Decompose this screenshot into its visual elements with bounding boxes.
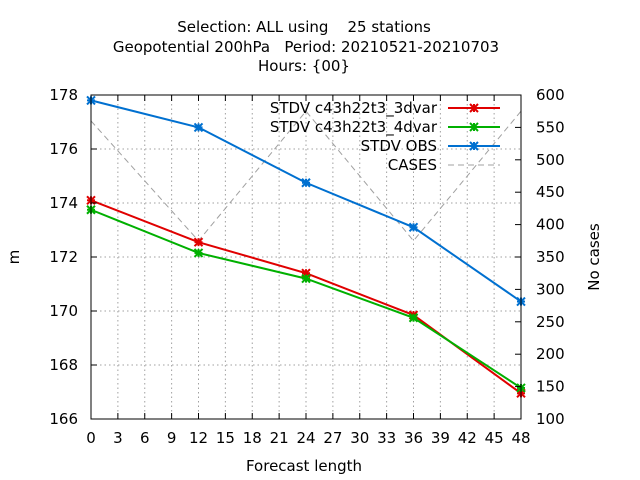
x-tick-label: 12 — [189, 429, 208, 447]
x-tick-label: 24 — [296, 429, 315, 447]
chart-title-line-3: Hours: {00} — [258, 57, 350, 75]
y-tick-label: 178 — [49, 86, 78, 104]
x-tick-label: 3 — [113, 429, 123, 447]
x-tick-label: 33 — [377, 429, 396, 447]
chart-title-line-1: Selection: ALL using 25 stations — [177, 18, 431, 36]
data-point-stdv-obs — [301, 178, 311, 188]
y-tick-label: 176 — [49, 140, 78, 158]
y-tick-label: 170 — [49, 302, 78, 320]
x-axis-label: Forecast length — [246, 457, 362, 475]
x-tick-label: 48 — [511, 429, 530, 447]
data-point-stdv-c43h22t3-4dvar — [408, 313, 419, 323]
series-line-cases — [90, 110, 522, 242]
x-tick-label: 18 — [243, 429, 262, 447]
cases-layer — [90, 110, 522, 242]
legend-label-stdv-c43h22t3-3dvar: STDV c43h22t3_3dvar — [270, 99, 438, 118]
legend-label-stdv-c43h22t3-4dvar: STDV c43h22t3_4dvar — [270, 118, 438, 137]
y2-tick-label: 250 — [536, 313, 565, 331]
x-tick-label: 0 — [86, 429, 96, 447]
x-tick-label: 45 — [485, 429, 504, 447]
data-point-stdv-obs — [193, 122, 204, 133]
y2-tick-label: 400 — [536, 216, 565, 234]
x-tick-label: 6 — [140, 429, 150, 447]
x-tick-label: 42 — [458, 429, 477, 447]
ticks-layer: 0 3 6 9 12 15 18 21 24 27 30 33 36 39 42 45 481661681701… — [49, 86, 564, 447]
x-tick-label: 36 — [404, 429, 423, 447]
y-tick-label: 174 — [49, 194, 78, 212]
series-line-stdv-c43h22t3-3dvar — [90, 199, 522, 395]
data-point-stdv-c43h22t3-4dvar — [193, 248, 204, 258]
data-point-stdv-c43h22t3-4dvar — [301, 273, 311, 284]
x-tick-label: 15 — [216, 429, 235, 447]
y2-tick-label: 550 — [536, 118, 565, 136]
legend-marker-stdv-obs — [469, 141, 479, 151]
y2-tick-label: 200 — [536, 345, 565, 363]
y2-tick-label: 500 — [536, 151, 565, 169]
y2-tick-label: 100 — [536, 410, 565, 428]
legend-label-stdv-obs: STDV OBS — [361, 137, 437, 155]
legend-marker-stdv-c43h22t3-3dvar — [469, 103, 479, 113]
y2-tick-label: 150 — [536, 378, 565, 396]
y2-tick-label: 600 — [536, 86, 565, 104]
x-tick-label: 39 — [431, 429, 450, 447]
x-tick-label: 30 — [350, 429, 369, 447]
data-point-stdv-c43h22t3-3dvar — [193, 237, 204, 247]
y2-axis-label: No cases — [585, 223, 603, 291]
y-tick-label: 172 — [49, 248, 78, 266]
y2-tick-label: 350 — [536, 248, 565, 266]
y-axis-label: m — [5, 250, 23, 265]
x-tick-label: 9 — [167, 429, 177, 447]
x-tick-label: 27 — [323, 429, 342, 447]
legend-label-cases: CASES — [388, 156, 437, 174]
y2-tick-label: 300 — [536, 280, 565, 298]
data-point-stdv-obs — [408, 222, 419, 233]
y-tick-label: 168 — [49, 356, 78, 374]
y-tick-label: 166 — [49, 410, 78, 428]
legend-marker-stdv-c43h22t3-4dvar — [469, 122, 479, 132]
y2-tick-label: 450 — [536, 183, 565, 201]
x-tick-label: 21 — [270, 429, 289, 447]
chart-title-line-2: Geopotential 200hPa Period: 20210521-202… — [113, 38, 499, 56]
